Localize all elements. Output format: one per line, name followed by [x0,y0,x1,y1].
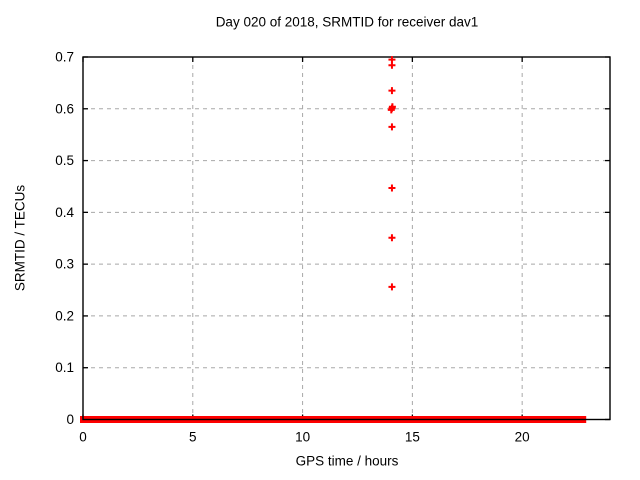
y-tick-label: 0.6 [55,101,74,116]
x-tick-label: 15 [405,430,420,445]
chart-title: Day 020 of 2018, SRMTID for receiver dav… [215,14,479,30]
y-tick-label: 0.3 [55,257,74,272]
data-point-marker [388,283,396,291]
y-tick-label: 0.4 [55,205,74,220]
y-tick-label: 0.5 [55,153,74,168]
x-tick-label: 20 [515,430,530,445]
x-tick-label: 5 [189,430,197,445]
x-tick-label: 0 [79,430,87,445]
y-tick-label: 0 [66,412,74,427]
plot-border [82,56,611,421]
data-point-marker [388,104,396,112]
x-axis-label: GPS time / hours [295,453,399,469]
data-point-marker [388,123,396,131]
data-point-marker [388,87,396,95]
y-tick-label: 0.1 [55,360,74,375]
x-tick-label: 10 [295,430,310,445]
data-point-marker [388,61,396,69]
data-point-marker [388,234,396,242]
y-tick-label: 0.7 [55,50,74,65]
y-tick-label: 0.2 [55,308,74,323]
data-point-marker [388,184,396,192]
